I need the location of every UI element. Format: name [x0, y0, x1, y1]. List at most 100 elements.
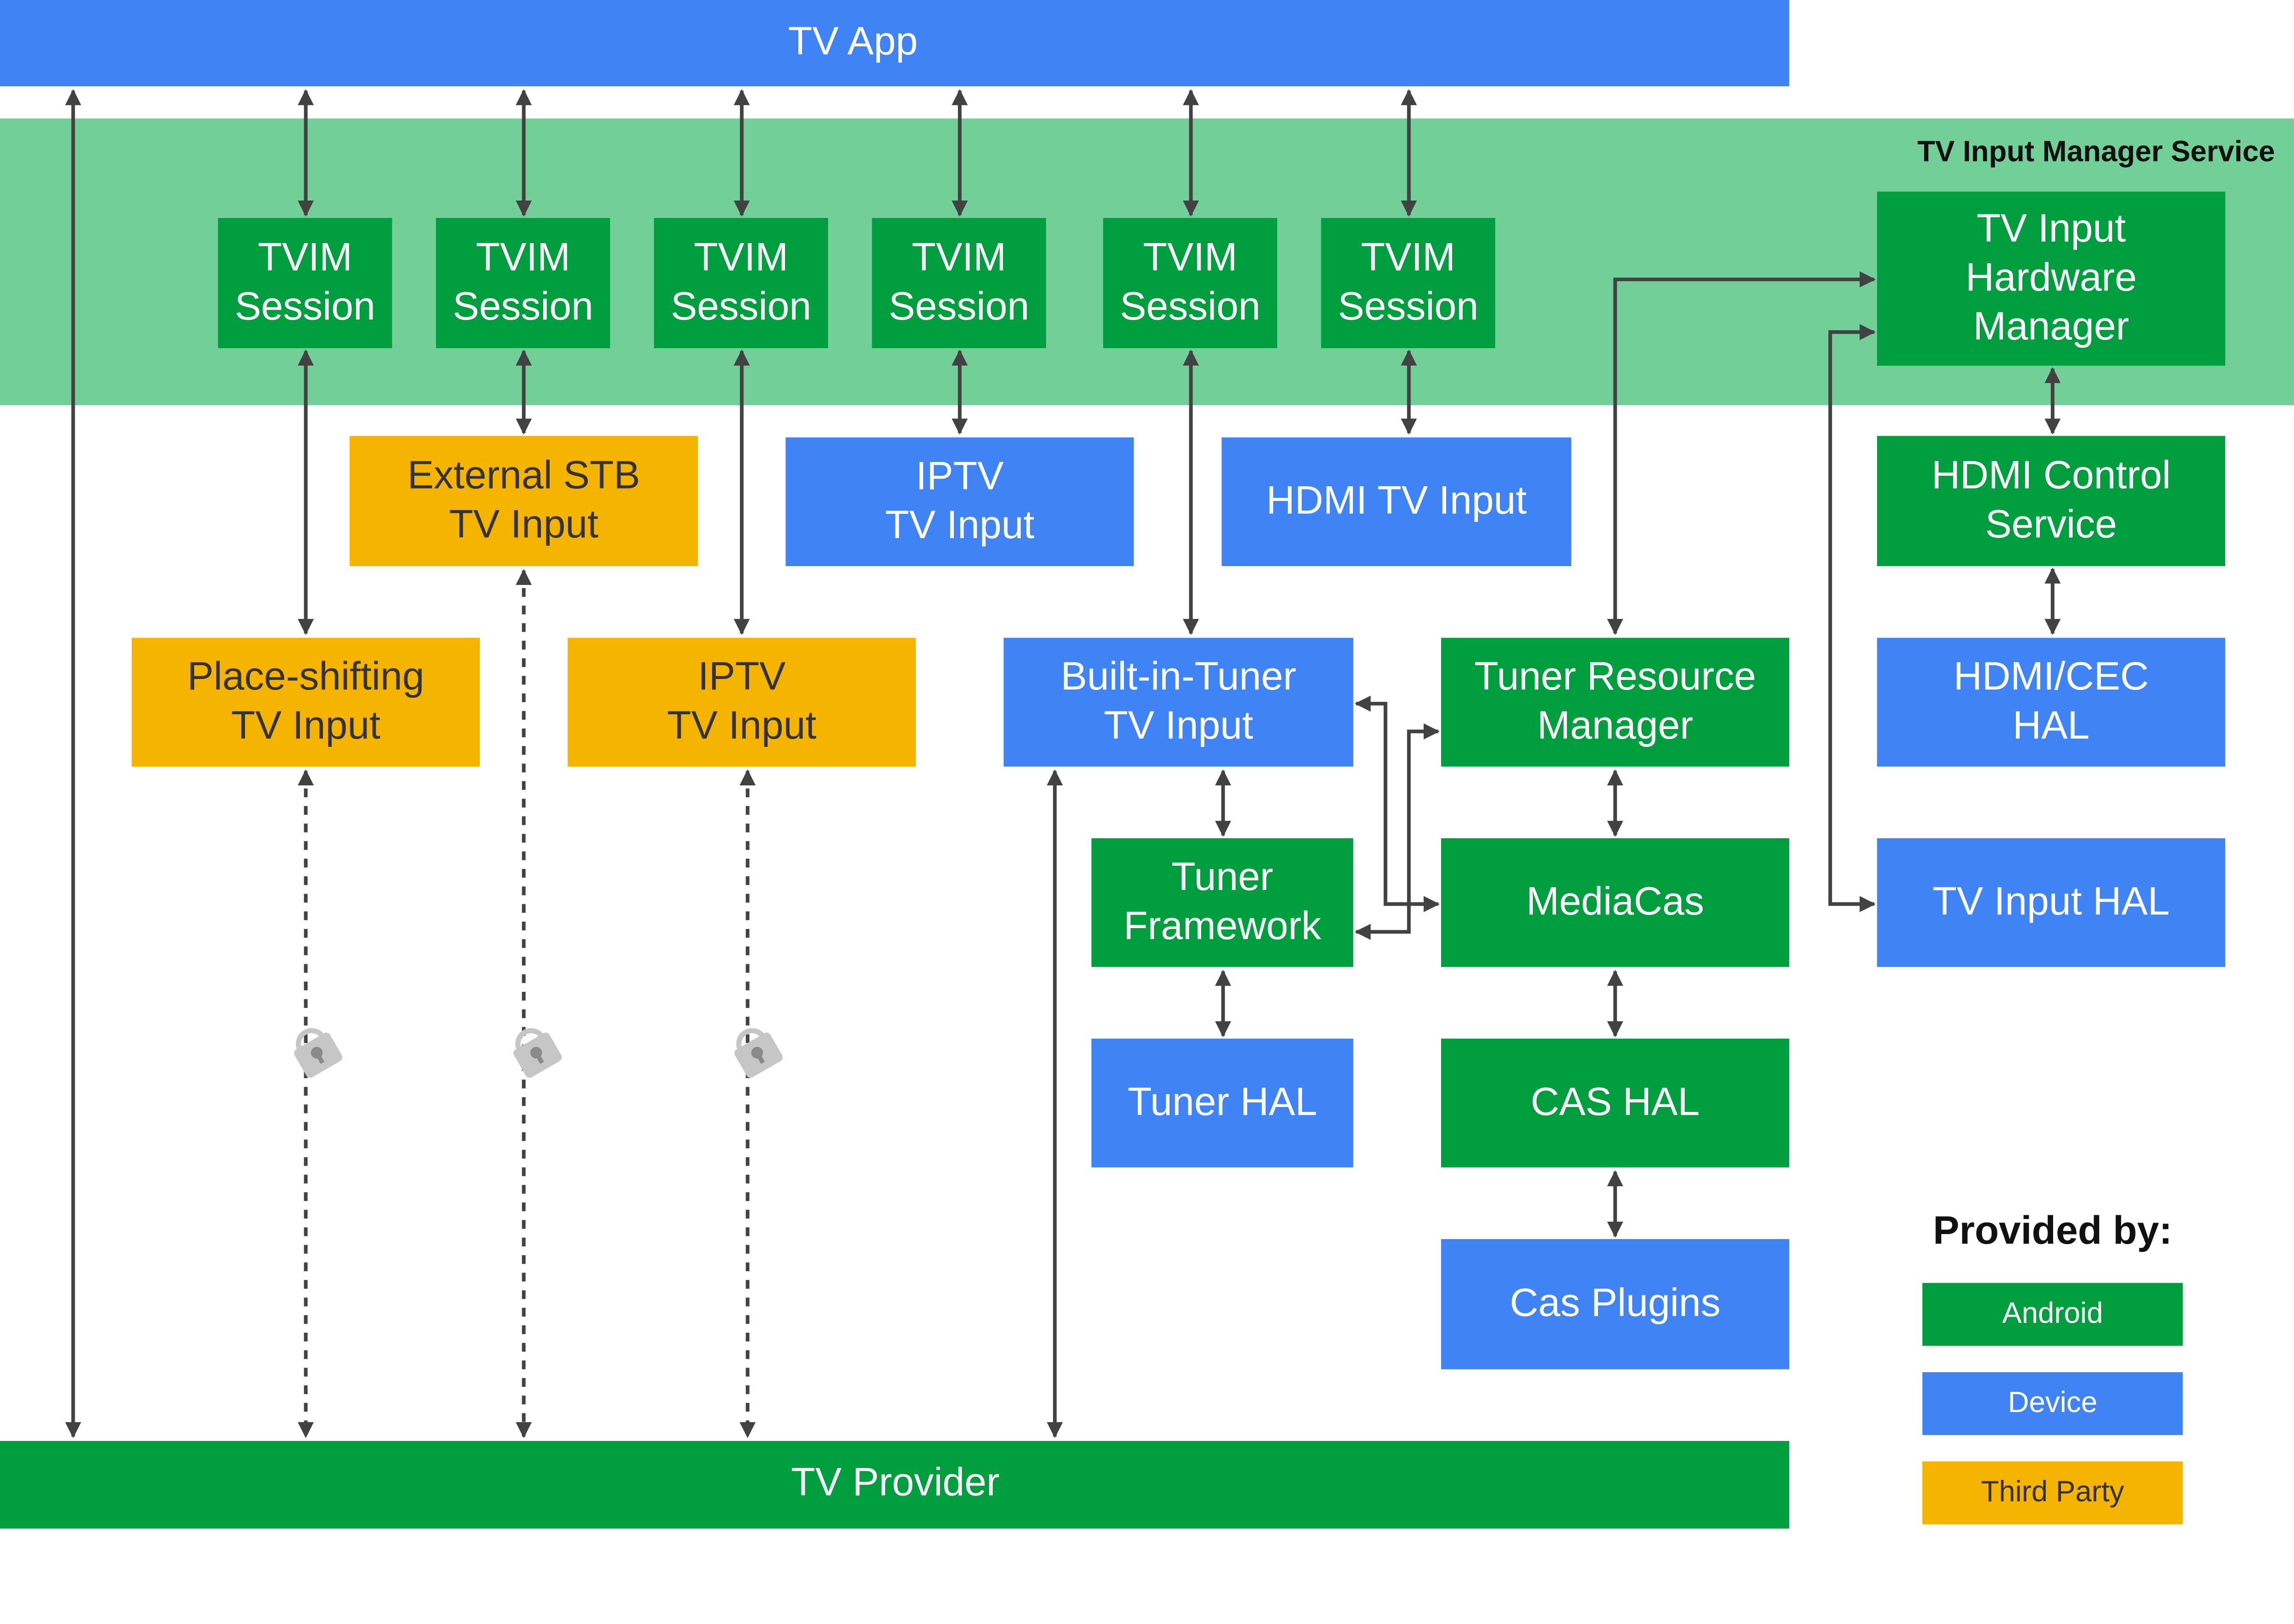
tv-provider-bar	[0, 1440, 1789, 1529]
tvim-session-3: TVIM Session	[654, 218, 828, 348]
external-stb-box-rect	[350, 436, 698, 567]
tvim-session-1-label: Session	[235, 284, 375, 328]
mediacas-box-rect	[1441, 838, 1789, 967]
tvim-session-4: TVIM Session	[872, 218, 1046, 348]
tuner-resource-box-rect	[1441, 638, 1789, 767]
cas-hal-box-label: CAS HAL	[1531, 1079, 1699, 1123]
legend-label: Third Party	[1981, 1475, 2124, 1508]
cas-plugins-box-label: Cas Plugins	[1510, 1281, 1720, 1325]
iptv-third-box-label: IPTV	[698, 654, 786, 698]
cas-plugins-box-rect	[1441, 1239, 1789, 1369]
service-band-label: TV Input Manager Service	[1917, 135, 2275, 168]
tvim-session-6-rect	[1321, 218, 1495, 348]
cas-plugins-box: Cas Plugins	[1441, 1239, 1789, 1369]
tvim-session-1-rect	[218, 218, 392, 348]
tvim-session-2-label: Session	[453, 284, 593, 328]
connection-arrows	[65, 89, 2061, 1438]
tvim-session-4-rect	[872, 218, 1046, 348]
hdmi-control-box-rect	[1877, 436, 2226, 567]
tv-input-hal-box-rect	[1877, 838, 2226, 967]
iptv-device-box-label: IPTV	[916, 454, 1004, 498]
builtin-mediacas-arrow	[1354, 695, 1440, 912]
tuner-resource-box-label: Tuner Resource	[1474, 654, 1756, 698]
hdmi-control-box-label: Service	[1985, 502, 2117, 546]
tuner-framework-box: Tuner Framework	[1091, 838, 1353, 967]
legend-title: Provided by:	[1933, 1208, 2172, 1252]
builtin-tuner-box-label: Built-in-Tuner	[1061, 654, 1296, 698]
tvim-session-6: TVIM Session	[1321, 218, 1495, 348]
tvim-session-1-label: TVIM	[258, 235, 352, 279]
hardware-manager-box-label: Hardware	[1965, 255, 2137, 299]
iptv-device-box-rect	[785, 437, 1134, 567]
legend-item-device: Device	[1922, 1372, 2183, 1435]
hdmi-cec-hal-box-rect	[1877, 638, 2226, 767]
tv-provider-label: TV Provider	[791, 1460, 999, 1504]
builtin-tuner-box: Built-in-Tuner TV Input	[1003, 638, 1353, 767]
hdmi-cec-hal-box-label: HAL	[2013, 703, 2089, 747]
tvim-session-6-label: TVIM	[1361, 235, 1455, 279]
tvim-session-2-rect	[436, 218, 610, 348]
place-shifting-box-rect	[131, 638, 480, 767]
tuner-framework-box-label: Framework	[1124, 904, 1321, 948]
builtin-tuner-box-label: TV Input	[1104, 703, 1253, 747]
external-stb-box-label: TV Input	[449, 502, 598, 546]
trm-hwmgr-arrow	[1607, 271, 1876, 635]
lock-icon	[728, 1022, 785, 1079]
iptv-third-box: IPTV TV Input	[568, 638, 916, 767]
hdmi-cec-hal-box-label: HDMI/CEC	[1954, 654, 2149, 698]
tvim-session-3-label: TVIM	[694, 235, 788, 279]
hardware-manager-box: TV Input Hardware Manager	[1877, 191, 2226, 366]
iptv-device-box-label: TV Input	[885, 503, 1034, 547]
external-stb-box: External STB TV Input	[350, 436, 698, 567]
tvim-session-4-label: Session	[889, 284, 1029, 328]
external-stb-box-label: External STB	[407, 453, 640, 497]
hdmi-input-box-rect	[1221, 437, 1571, 567]
tvim-session-5-label: Session	[1120, 284, 1260, 328]
place-shifting-box-label: TV Input	[231, 703, 380, 747]
cas-hal-box-rect	[1441, 1039, 1789, 1168]
trm-framework-arrow	[1354, 723, 1440, 940]
builtin-tuner-box-rect	[1003, 638, 1353, 767]
tuner-resource-box: Tuner Resource Manager	[1441, 638, 1789, 767]
tuner-hal-box-rect	[1091, 1039, 1353, 1168]
tv-input-hal-box-label: TV Input HAL	[1932, 879, 2170, 923]
legend-swatch-device	[1922, 1372, 2183, 1435]
hardware-manager-box-label: Manager	[1973, 304, 2129, 348]
lock-icon	[507, 1022, 564, 1079]
lock-icon	[287, 1022, 344, 1079]
tvim-session-4-label: TVIM	[912, 235, 1006, 279]
mediacas-box: MediaCas	[1441, 838, 1789, 967]
iptv-device-box: IPTV TV Input	[785, 437, 1134, 567]
hdmi-input-box-label: HDMI TV Input	[1266, 478, 1527, 523]
tvim-session-2: TVIM Session	[436, 218, 610, 348]
tvim-session-3-label: Session	[671, 284, 811, 328]
tv-app-label: TV App	[788, 19, 918, 63]
legend-item-third-party: Third Party	[1922, 1461, 2183, 1524]
tuner-framework-box-label: Tuner	[1171, 855, 1273, 899]
hardware-manager-box-rect	[1877, 191, 2226, 366]
place-shifting-box: Place-shifting TV Input	[131, 638, 480, 767]
iptv-third-box-rect	[568, 638, 916, 767]
place-shifting-box-label: Place-shifting	[187, 654, 424, 698]
legend-item-android: Android	[1922, 1283, 2183, 1346]
tuner-resource-box-label: Manager	[1537, 703, 1693, 747]
tv-input-hal-box: TV Input HAL	[1877, 838, 2226, 967]
component-boxes: TVIM Session TVIM Session TVIM Session TVIM Ses…	[131, 191, 2226, 1369]
tuner-framework-box-rect	[1091, 838, 1353, 967]
legend-label: Device	[2008, 1385, 2097, 1418]
legend-swatch-third-party	[1922, 1461, 2183, 1524]
tuner-hal-box: Tuner HAL	[1091, 1039, 1353, 1168]
tv-app-bar	[0, 0, 1789, 87]
tvim-session-5-label: TVIM	[1143, 235, 1237, 279]
legend-label: Android	[2002, 1296, 2103, 1329]
tvim-session-5: TVIM Session	[1103, 218, 1277, 348]
mediacas-box-label: MediaCas	[1526, 879, 1704, 923]
tuner-hal-box-label: Tuner HAL	[1128, 1079, 1317, 1123]
tvim-session-1: TVIM Session	[218, 218, 392, 348]
hdmi-control-box: HDMI Control Service	[1877, 436, 2226, 567]
hardware-manager-box-label: TV Input	[1977, 206, 2126, 250]
tvim-session-3-rect	[654, 218, 828, 348]
hdmi-input-box: HDMI TV Input	[1221, 437, 1571, 567]
tvim-session-6-label: Session	[1338, 284, 1478, 328]
hdmi-cec-hal-box: HDMI/CEC HAL	[1877, 638, 2226, 767]
